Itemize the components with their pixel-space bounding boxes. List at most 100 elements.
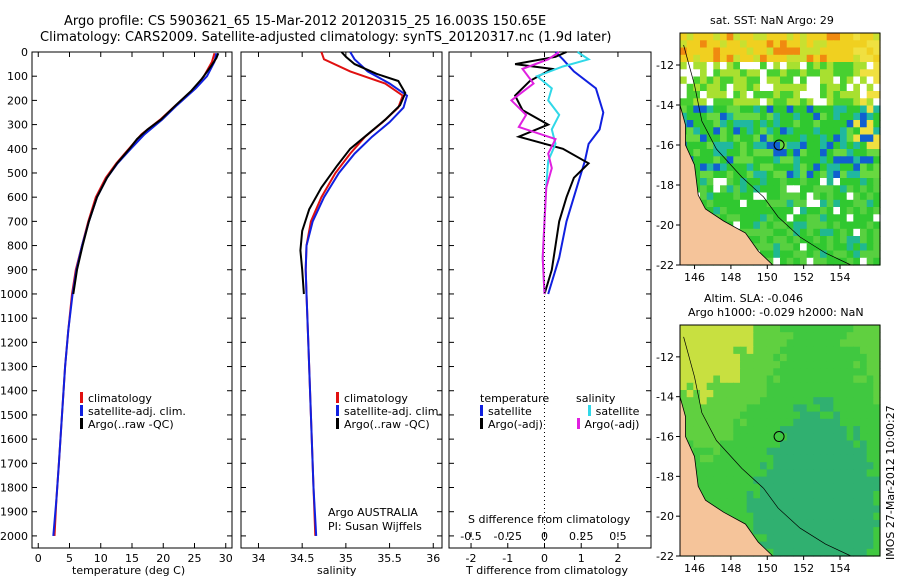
temperature-xtick-label: 0 [35, 552, 42, 565]
temp-xlabel: temperature (deg C) [72, 564, 186, 577]
difference-frame [448, 51, 652, 549]
depth-tick-label: 800 [7, 240, 28, 253]
sst-map-xtick-label: 154 [830, 271, 851, 284]
diff-legend-temperature: temperature satellite Argo(-adj) [480, 392, 549, 431]
depth-tick-label: 600 [7, 191, 28, 204]
salinity-xtick-label: 34.5 [290, 552, 315, 565]
difference-xtick-label: 0 [541, 552, 548, 565]
temperature-xtick-label: 25 [188, 552, 202, 565]
legend-item-satellite: satellite-adj. clim. [80, 405, 186, 418]
legend-item-argo: Argo(..raw -QC) [336, 418, 442, 431]
difference-xtick-label: -2 [466, 552, 477, 565]
temperature-frame [31, 51, 233, 549]
depth-tick-label: 1700 [0, 457, 28, 470]
sst-map-ytick-label: -16 [656, 139, 674, 152]
sst-map-xtick-label: 146 [684, 271, 705, 284]
depth-tick-label: 1000 [0, 288, 28, 301]
s-diff-label: S difference from climatology [468, 513, 631, 526]
difference-xtick-label: 2 [614, 552, 621, 565]
temperature-series-climatology [53, 52, 216, 536]
depth-tick-label: 1200 [0, 336, 28, 349]
sla-map-xtick-label: 150 [757, 562, 778, 575]
s-diff-tick-label: 0.5 [609, 530, 627, 543]
temperature-xtick-label: 10 [94, 552, 108, 565]
legend-item-climatology: climatology [336, 392, 442, 405]
sst-map-ytick-label: -12 [656, 59, 674, 72]
sla-map-ytick-label: -18 [656, 470, 674, 483]
sla-map-ytick-label: -12 [656, 351, 674, 364]
difference-xtick-label: 1 [578, 552, 585, 565]
sla-map-ytick-label: -20 [656, 510, 674, 523]
sst-map-float-marker [773, 139, 785, 151]
difference-series-s-argo-adj- [509, 51, 560, 295]
legend-item-argo: Argo(..raw -QC) [80, 418, 186, 431]
sla-map-cells [680, 325, 881, 557]
sla-map-subtitle: Argo h1000: -0.029 h2000: NaN [688, 306, 864, 319]
salinity-series-argo-raw-qc- [299, 51, 407, 295]
sal-legend: climatology satellite-adj. clim. Argo(..… [336, 392, 442, 431]
climatology-title: Climatology: CARS2009. Satellite-adjuste… [40, 30, 612, 45]
depth-tick-label: 1600 [0, 433, 28, 446]
sla-map-ytick-label: -22 [656, 550, 674, 563]
depth-tick-label: 700 [7, 215, 28, 228]
sst-map-cells [680, 33, 881, 266]
sla-map-xtick-label: 152 [793, 562, 814, 575]
depth-tick-label: 100 [7, 70, 28, 83]
legend-item-s-argo: Argo(-adj) [576, 418, 639, 431]
sla-map-frame [679, 324, 881, 557]
salinity-xtick-label: 35.5 [377, 552, 402, 565]
sst-map [676, 32, 881, 269]
salinity-xtick-label: 34 [251, 552, 265, 565]
salinity-series-satellite-adj-clim- [304, 51, 409, 536]
depth-tick-label: 2000 [0, 530, 28, 543]
sst-map-ytick-label: -14 [656, 99, 674, 112]
sla-map-float-marker [773, 431, 785, 443]
sla-map-xtick-label: 148 [720, 562, 741, 575]
temperature-series-argo-raw-qc- [72, 52, 220, 295]
temperature-series-satellite-adj-clim- [52, 52, 218, 536]
sla-map-ytick-label: -16 [656, 431, 674, 444]
pi-label: PI: Susan Wijffels [328, 520, 422, 533]
depth-tick-label: 1900 [0, 506, 28, 519]
s-diff-tick-label: -0.25 [494, 530, 522, 543]
depth-tick-label: 0 [21, 46, 28, 59]
depth-tick-label: 900 [7, 264, 28, 277]
temperature-xtick-label: 15 [125, 552, 139, 565]
sla-map-title: Altim. SLA: -0.046 [704, 292, 804, 305]
sla-map-ytick-label: -14 [656, 391, 674, 404]
sst-map-ytick-label: -22 [656, 259, 674, 272]
sla-map-xtick-label: 146 [684, 562, 705, 575]
legend-item-climatology: climatology [80, 392, 186, 405]
depth-tick-label: 500 [7, 167, 28, 180]
legend-item-t-satellite: satellite [480, 405, 549, 418]
temperature-xtick-label: 5 [66, 552, 73, 565]
sal-xlabel: salinity [317, 564, 357, 577]
salinity-xtick-label: 36 [426, 552, 440, 565]
depth-tick-label: 1300 [0, 361, 28, 374]
s-diff-tick-label: 0.25 [569, 530, 594, 543]
salinity-frame [240, 51, 443, 549]
owner-label: Argo AUSTRALIA [328, 506, 418, 519]
legend-title-temperature: temperature [480, 392, 550, 405]
depth-tick-label: 1500 [0, 409, 28, 422]
difference-series-t-argo-adj- [513, 51, 591, 295]
sst-map-depth-contour [683, 44, 852, 266]
difference-xtick-label: -1 [502, 552, 513, 565]
sla-map [676, 324, 881, 560]
depth-tick-label: 400 [7, 143, 28, 156]
sst-map-frame [679, 32, 881, 266]
depth-tick-label: 1800 [0, 482, 28, 495]
temperature-xtick-label: 30 [219, 552, 233, 565]
difference-series-t-satellite [547, 51, 605, 295]
legend-item-satellite: satellite-adj. clim. [336, 405, 442, 418]
diff-legend-salinity: salinity satellite Argo(-adj) [576, 392, 639, 431]
legend-item-t-argo: Argo(-adj) [480, 418, 549, 431]
depth-tick-label: 1400 [0, 385, 28, 398]
profile-title: Argo profile: CS 5903621_65 15-Mar-2012 … [64, 14, 547, 29]
temp-legend: climatology satellite-adj. clim. Argo(..… [80, 392, 186, 431]
depth-tick-label: 300 [7, 119, 28, 132]
sst-map-ytick-label: -18 [656, 179, 674, 192]
s-diff-tick-label: -0.5 [460, 530, 481, 543]
sst-map-xtick-label: 150 [757, 271, 778, 284]
